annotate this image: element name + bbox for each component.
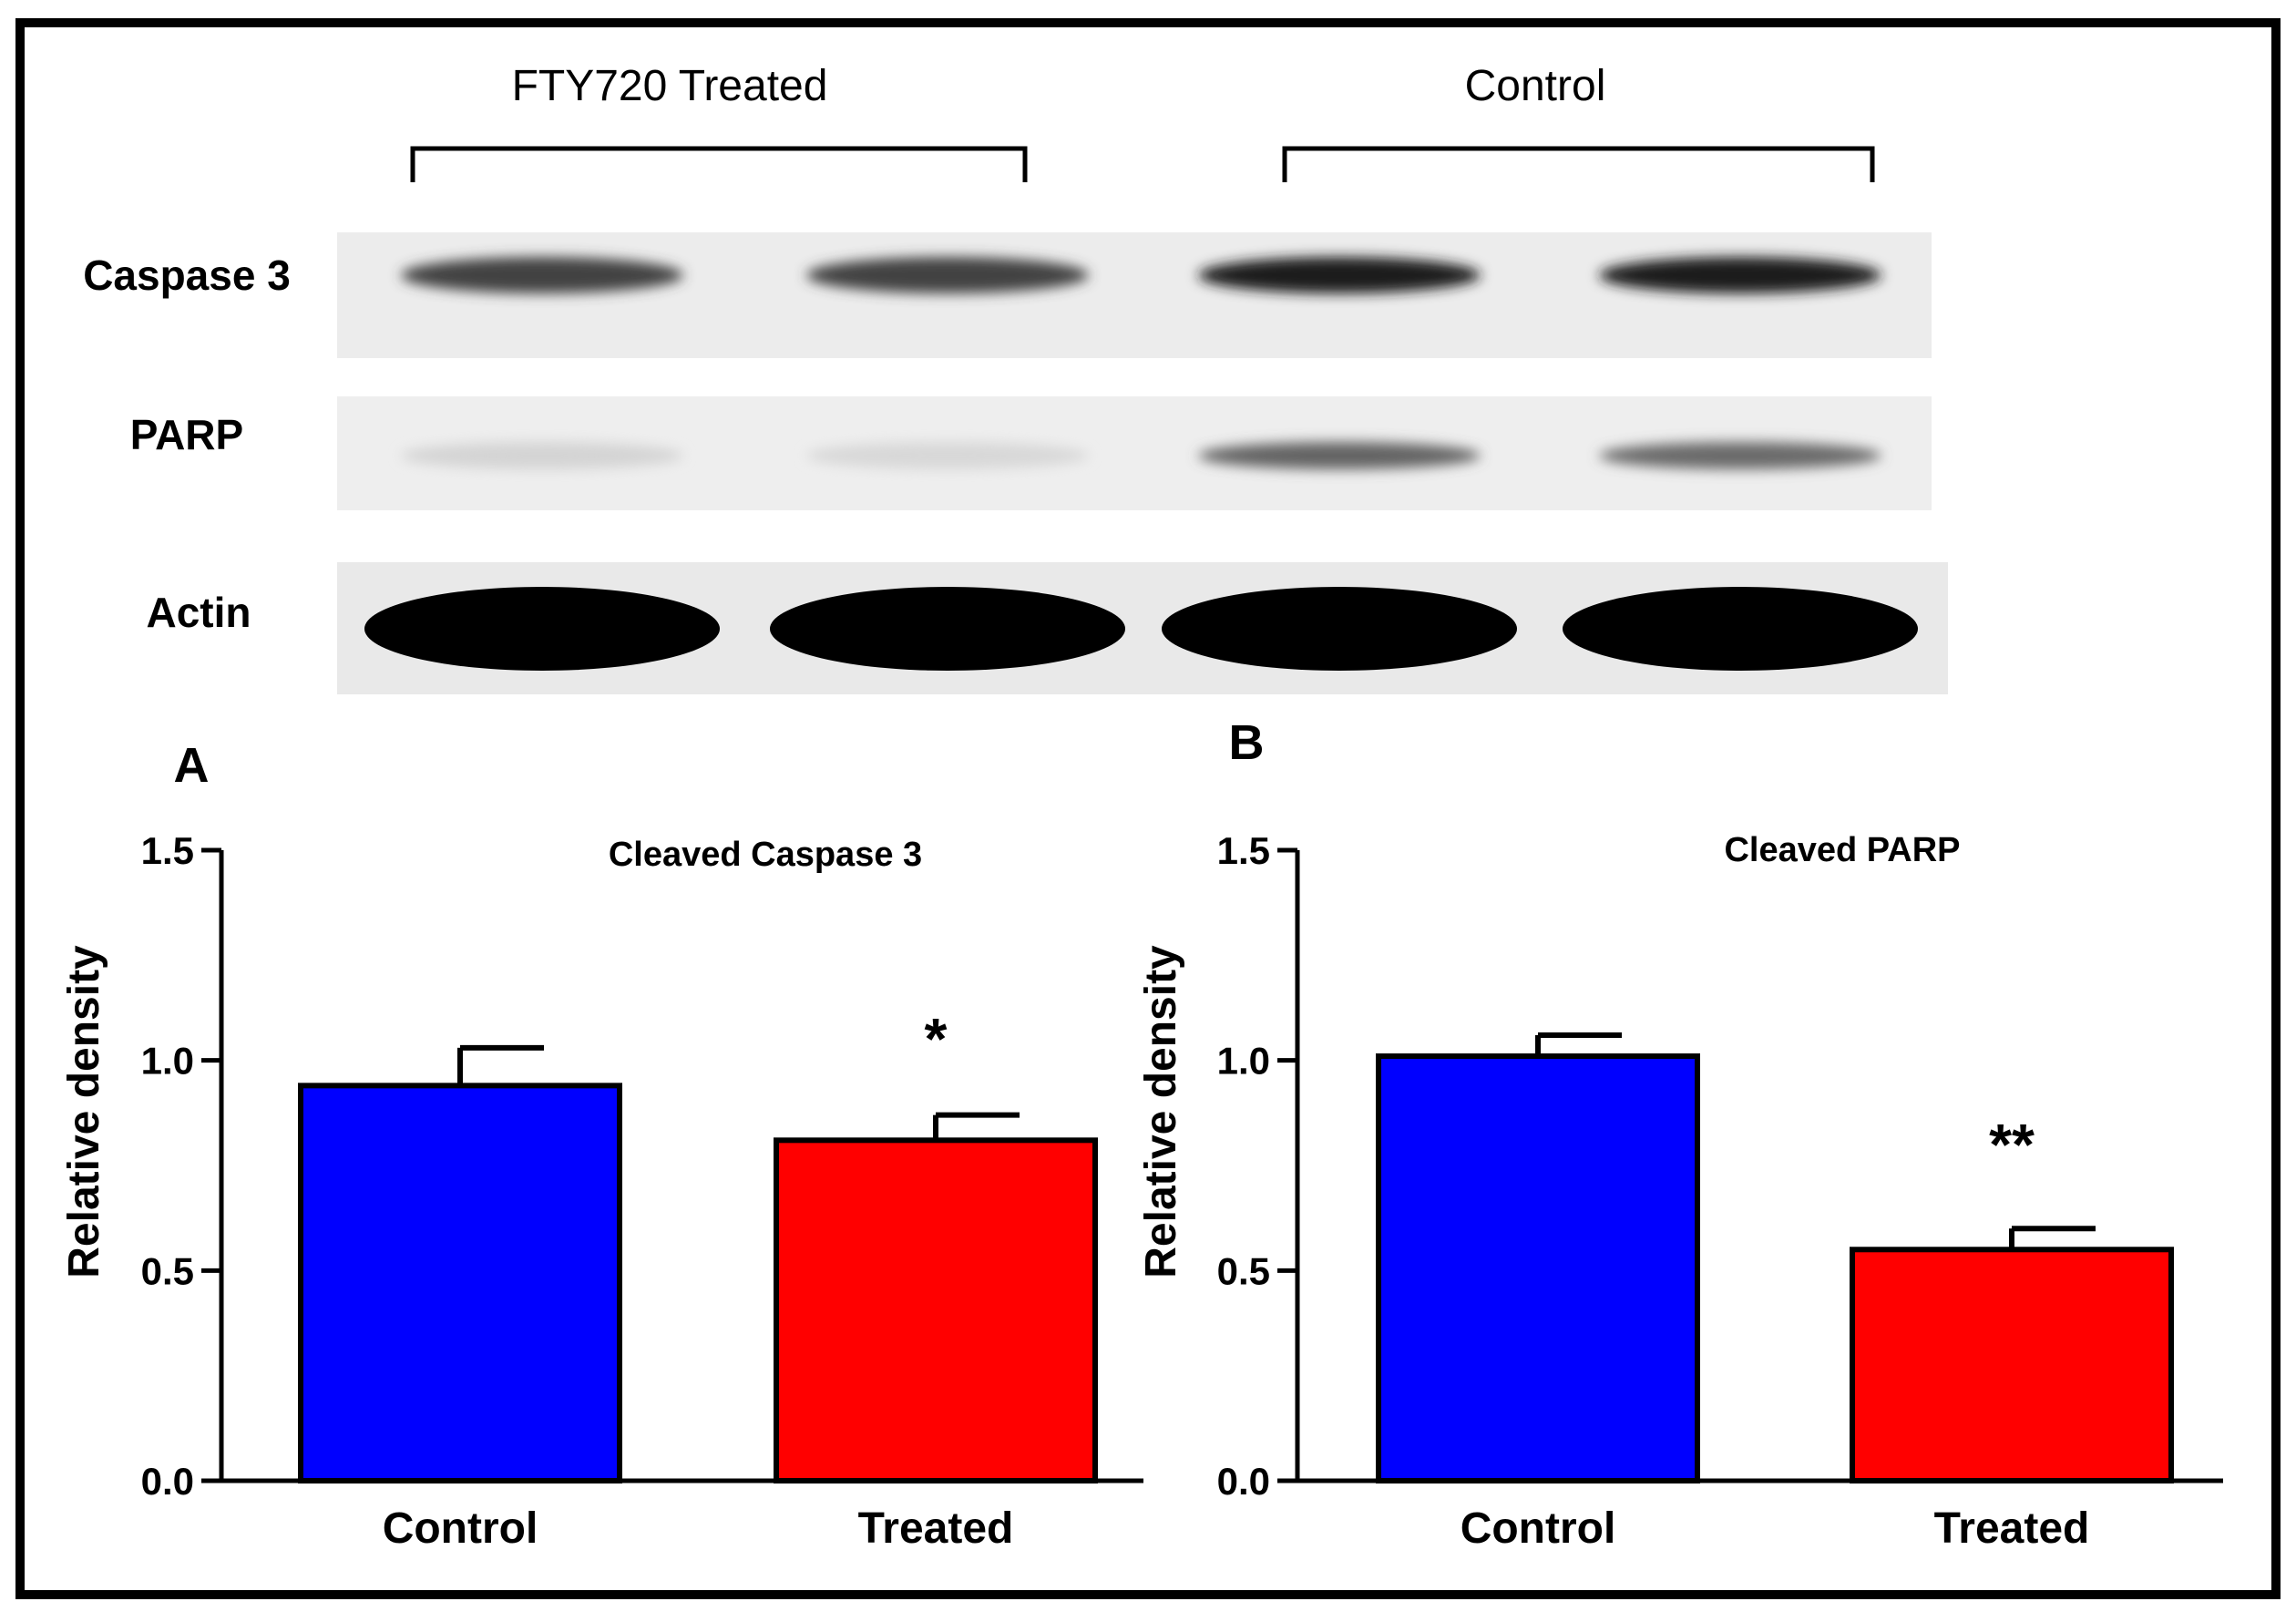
blot-band [806, 442, 1089, 469]
blot-band [1198, 257, 1481, 293]
blot-bands [364, 257, 1918, 671]
blot-band [401, 257, 683, 293]
y-tick-label: 1.5 [1217, 829, 1270, 872]
y-axis-label-b: Relative density [1137, 945, 1185, 1278]
y-tick-label: 1.5 [141, 829, 194, 872]
bracket-treated [410, 146, 1028, 182]
bar-treated [1850, 1247, 2174, 1484]
y-tick-label: 0.5 [1217, 1249, 1270, 1292]
blot-row-label-caspase3: Caspase 3 [83, 252, 291, 299]
blot-band [1599, 257, 1881, 293]
group-label-control: Control [1465, 62, 1606, 110]
blot-band [806, 257, 1089, 293]
blot-band [770, 587, 1125, 671]
blot-band [364, 587, 720, 671]
x-category-label: Control [383, 1504, 538, 1553]
chart-title-a: Cleaved Caspase 3 [609, 836, 922, 874]
blot-band [1162, 587, 1517, 671]
y-tick-label: 0.0 [141, 1460, 194, 1503]
chart-title-b: Cleaved PARP [1724, 831, 1960, 869]
x-category-label: Treated [1934, 1504, 2090, 1553]
bar-control [1376, 1053, 1700, 1483]
significance-marker: * [925, 1006, 948, 1072]
group-label-treated: FTY720 Treated [512, 62, 828, 110]
chart-panel-a: A Cleaved Caspase 3 Relative density 0.0… [60, 738, 1143, 1553]
bar-treated [774, 1137, 1098, 1483]
y-axis-label-a: Relative density [60, 945, 108, 1278]
western-blot: FTY720 Treated Control Caspase 3 PARP Ac… [83, 62, 1948, 694]
blot-row-label-parp: PARP [130, 411, 243, 458]
x-category-label: Treated [858, 1504, 1014, 1553]
significance-marker: ** [1989, 1112, 2035, 1177]
x-category-label: Control [1461, 1504, 1616, 1553]
chart-panel-b: B Cleaved PARP Relative density 0.0 0.5 1.… [1137, 715, 2223, 1553]
bracket-control [1282, 146, 1875, 182]
blot-band [1599, 442, 1881, 469]
bar-control [298, 1083, 622, 1483]
blot-row-label-actin: Actin [147, 589, 251, 636]
y-tick-label: 1.0 [1217, 1040, 1270, 1083]
panel-letter-b: B [1229, 715, 1265, 770]
y-tick-label: 0.0 [1217, 1460, 1270, 1503]
y-tick-label: 0.5 [141, 1249, 194, 1292]
panel-letter-a: A [174, 738, 210, 793]
blot-strip-caspase3 [337, 232, 1932, 358]
y-tick-label: 1.0 [141, 1040, 194, 1083]
blot-band [401, 442, 683, 469]
blot-band [1198, 442, 1481, 469]
blot-band [1563, 587, 1918, 671]
